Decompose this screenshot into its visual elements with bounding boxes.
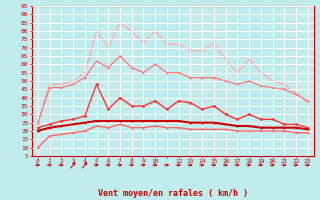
- Text: Vent moyen/en rafales ( km/h ): Vent moyen/en rafales ( km/h ): [98, 189, 248, 198]
